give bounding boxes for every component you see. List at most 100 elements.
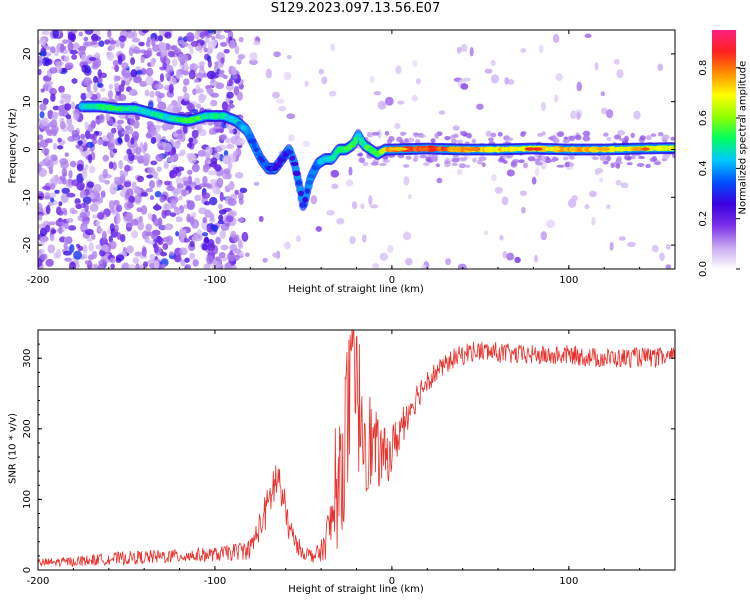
noise-speck — [112, 59, 119, 67]
noise-speck — [132, 49, 142, 54]
noise-speck — [76, 181, 85, 191]
noise-speck — [159, 195, 166, 203]
x-tick-label: -200 — [27, 275, 50, 286]
noise-speck — [64, 152, 69, 157]
noise-speck — [220, 223, 230, 231]
noise-speck — [66, 192, 76, 198]
noise-speck — [38, 163, 42, 173]
noise-speck — [108, 161, 114, 170]
noise-speck — [147, 213, 153, 221]
noise-speck — [568, 135, 576, 142]
noise-speck — [506, 252, 515, 261]
ridge-point — [307, 173, 316, 179]
noise-speck — [164, 209, 172, 216]
noise-speck — [95, 244, 103, 250]
noise-speck — [130, 230, 139, 239]
noise-speck — [71, 54, 78, 60]
noise-speck — [594, 169, 600, 176]
ridge-point — [356, 136, 365, 142]
noise-speck — [162, 202, 172, 212]
noise-speck — [662, 153, 670, 160]
noise-speck — [150, 160, 158, 166]
noise-speck — [40, 88, 45, 93]
noise-speck — [434, 133, 439, 139]
noise-speck — [160, 49, 166, 58]
ridge-point — [255, 152, 262, 157]
noise-speck — [227, 103, 235, 109]
noise-speck — [95, 220, 101, 227]
x-tick-label: -100 — [204, 576, 227, 587]
noise-speck — [199, 64, 205, 70]
noise-speck — [50, 183, 56, 190]
noise-speck — [180, 259, 186, 267]
noise-speck — [125, 125, 134, 135]
noise-speck — [148, 180, 155, 189]
noise-speck — [576, 81, 582, 92]
noise-speck — [228, 254, 236, 262]
noise-speck — [563, 136, 569, 141]
noise-speck — [145, 231, 154, 237]
noise-speck — [222, 74, 228, 80]
noise-speck — [582, 130, 591, 137]
noise-speck — [88, 153, 93, 164]
noise-speck — [77, 140, 83, 145]
noise-speck — [65, 114, 72, 120]
noise-speck — [64, 257, 73, 262]
noise-speck — [444, 136, 451, 141]
noise-speck — [617, 130, 626, 136]
noise-speck — [286, 113, 296, 120]
ridge-point — [298, 190, 304, 197]
noise-speck — [38, 68, 42, 76]
noise-speck — [209, 212, 215, 222]
noise-speck — [199, 31, 206, 39]
noise-speck — [54, 189, 60, 194]
ridge-point — [355, 132, 362, 138]
noise-speck — [63, 242, 68, 250]
ridge-hotspot — [532, 147, 543, 151]
noise-speck — [183, 92, 190, 102]
noise-speck — [141, 30, 149, 34]
noise-speck — [236, 137, 246, 146]
noise-speck — [351, 201, 358, 210]
noise-speck — [216, 34, 226, 40]
noise-speck — [69, 207, 76, 214]
colorbar-tick-label: 0.6 — [698, 110, 709, 126]
noise-speck — [106, 132, 115, 141]
noise-speck — [42, 98, 49, 105]
noise-speck — [218, 214, 224, 222]
noise-speck — [49, 87, 57, 96]
snr-plot: -200 -100 0 100 0 100 200 300 — [22, 329, 676, 587]
noise-speck — [198, 183, 208, 188]
noise-speck — [458, 163, 466, 169]
noise-speck — [142, 153, 151, 162]
noise-speck — [540, 155, 547, 162]
noise-speck — [57, 210, 64, 216]
noise-speck — [54, 50, 59, 57]
noise-speck — [201, 243, 208, 251]
noise-speck — [465, 164, 471, 168]
noise-speck — [160, 263, 167, 269]
noise-speck — [456, 46, 462, 54]
noise-speck — [48, 221, 56, 226]
noise-speck — [117, 137, 123, 144]
noise-speck — [40, 161, 46, 166]
noise-speck — [207, 59, 212, 68]
noise-speck — [173, 47, 181, 54]
noise-speck — [63, 250, 72, 256]
noise-speck — [67, 41, 74, 52]
noise-speck — [462, 77, 471, 82]
noise-speck — [183, 70, 190, 76]
noise-speck — [102, 154, 109, 162]
noise-speck — [395, 65, 402, 75]
noise-speck — [128, 88, 138, 97]
noise-speck — [39, 50, 47, 57]
noise-speck — [118, 159, 124, 170]
noise-speck — [39, 236, 49, 243]
noise-speck — [152, 44, 160, 52]
noise-speck — [221, 101, 229, 111]
noise-speck — [71, 78, 78, 84]
noise-speck — [258, 215, 264, 223]
noise-speck — [239, 187, 248, 194]
noise-speck — [265, 68, 272, 79]
noise-speck — [59, 175, 66, 181]
